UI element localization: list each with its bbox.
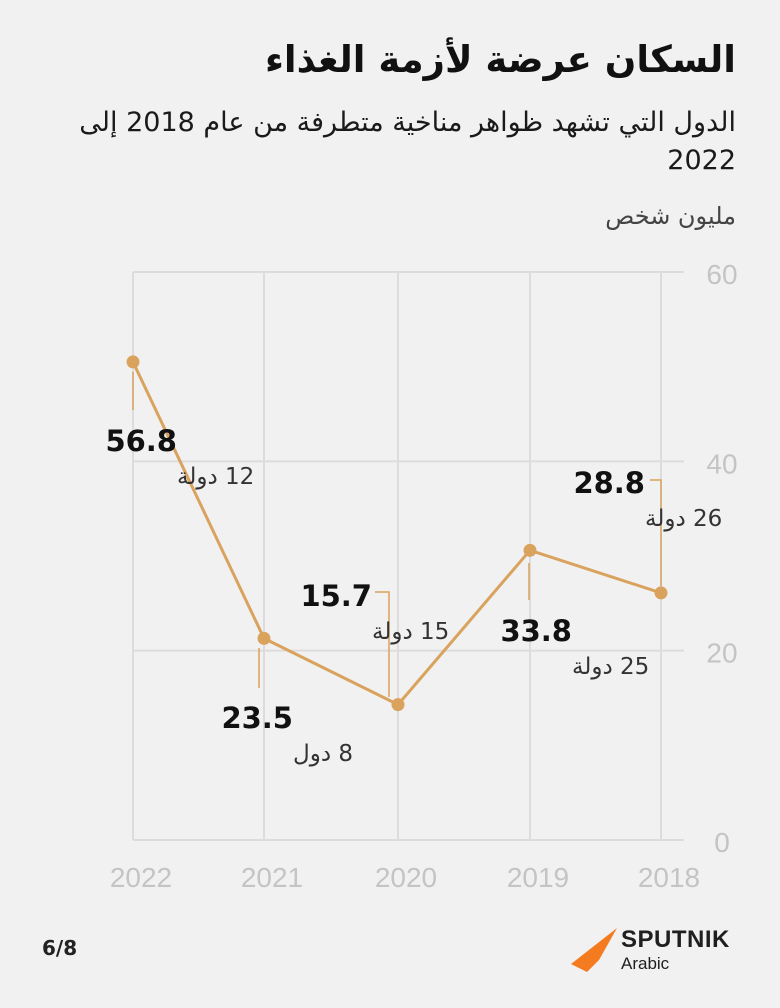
data-label-value: 33.8 [500, 614, 572, 648]
data-label-value: 15.7 [300, 579, 372, 613]
data-label-value: 28.8 [573, 466, 645, 500]
x-tick-label: 2020 [375, 862, 437, 893]
x-tick-label: 2022 [110, 862, 172, 893]
data-point-2019 [523, 543, 537, 557]
data-point-2021 [257, 631, 271, 645]
x-tick-label: 2019 [507, 862, 569, 893]
y-axis-unit-label: مليون شخص [605, 202, 736, 230]
leader-line [375, 591, 390, 697]
data-point-2018 [654, 586, 668, 600]
data-label-countries: 15 دولة [372, 619, 449, 645]
data-point-2020 [391, 698, 405, 712]
data-label-countries: 25 دولة [572, 654, 649, 680]
sputnik-comet-icon [571, 928, 617, 972]
data-label-countries: 8 دول [293, 741, 353, 767]
y-tick-label: 20 [706, 638, 737, 669]
page-indicator: 6/8 [42, 936, 78, 960]
x-tick-label: 2018 [638, 862, 700, 893]
brand-subtitle: Arabic [621, 954, 670, 973]
brand-name: SPUTNIK [621, 926, 730, 953]
data-label-value: 23.5 [221, 701, 293, 735]
y-tick-label: 0 [714, 827, 730, 858]
sputnik-logo: SPUTNIK Arabic [569, 924, 759, 976]
y-tick-label: 40 [706, 448, 737, 479]
leader-line [650, 479, 662, 586]
data-label-countries: 26 دولة [645, 506, 722, 532]
chart-title: السكان عرضة لأزمة الغذاء [265, 38, 736, 81]
chart-subtitle: الدول التي تشهد ظواهر مناخية متطرفة من ع… [79, 107, 736, 176]
x-tick-label: 2021 [241, 862, 303, 893]
data-label-value: 56.8 [105, 424, 177, 458]
data-point-2022 [126, 355, 140, 369]
y-tick-label: 60 [706, 259, 737, 290]
data-label-countries: 12 دولة [177, 464, 254, 490]
